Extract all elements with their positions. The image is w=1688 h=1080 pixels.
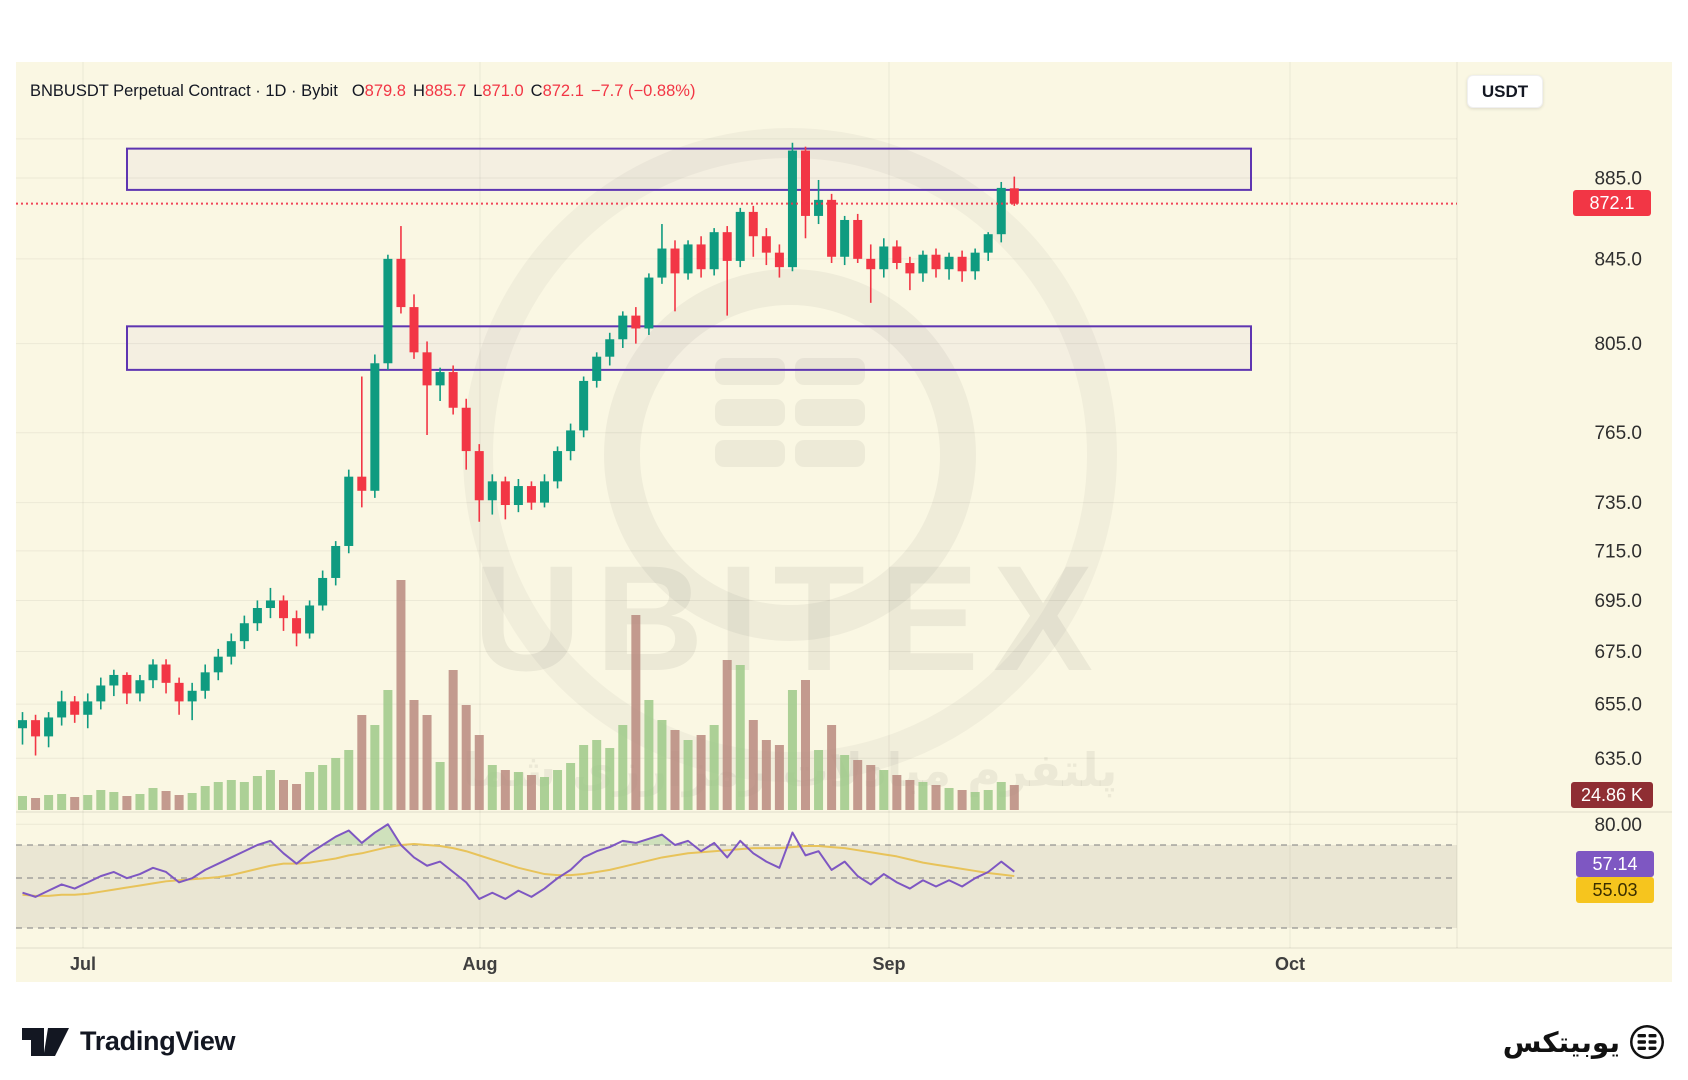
close-value: 872.1 [542,81,584,100]
rsi-axis-tick: 80.00 [1594,815,1642,836]
svg-text:675.0: 675.0 [1594,642,1642,663]
rsi-line [22,823,1015,900]
open-label: O [351,81,365,100]
svg-text:655.0: 655.0 [1594,695,1642,716]
close-label: C [530,81,543,100]
chart-background [16,62,1672,982]
high-value: 885.7 [424,81,467,100]
time-axis[interactable]: Jul Aug Sep Oct [70,954,1305,974]
rsi-ma-value-badge: 55.03 [1576,877,1654,903]
last-price-badge: 872.1 [1573,190,1651,216]
rsi-band [16,845,1457,928]
zone-rect [126,147,1252,191]
high-label: H [412,81,425,100]
candles-layer [18,142,1019,756]
tradingview-icon [22,1028,69,1056]
change-value: −7.7 (−0.88%) [590,81,696,100]
month-label: Aug [463,954,498,974]
svg-text:735.0: 735.0 [1594,493,1642,514]
low-label: L [473,81,483,100]
svg-text:715.0: 715.0 [1594,541,1642,562]
ubitex-logo-icon [1630,1025,1664,1059]
svg-text:UBITEX: UBITEX [473,534,1107,702]
ubitex-brand-label: یوبیتکس [1502,1025,1620,1059]
currency-button[interactable]: USDT [1467,75,1543,108]
svg-text:765.0: 765.0 [1594,423,1642,444]
volume-badge: 24.86 K [1571,782,1653,808]
svg-text:885.0: 885.0 [1594,169,1642,190]
svg-text:695.0: 695.0 [1594,591,1642,612]
low-value: 871.0 [482,81,524,100]
tradingview-attribution[interactable]: TradingView [20,1018,236,1064]
month-label: Jul [70,954,96,974]
price-axis[interactable]: 885.0 845.0 805.0 765.0 735.0 715.0 695.0 675.0… [1594,169,1642,836]
zone-rect [126,325,1252,371]
month-label: Sep [872,954,905,974]
symbol-legend[interactable]: BNBUSDT Perpetual Contract · 1D · Bybit … [30,80,695,102]
ubitex-brand[interactable]: یوبیتکس [1503,1022,1666,1062]
svg-text:845.0: 845.0 [1594,249,1642,270]
tradingview-label: TradingView [80,1025,236,1056]
open-value: 879.8 [364,81,406,100]
svg-text:635.0: 635.0 [1594,749,1642,770]
month-label: Oct [1275,954,1305,974]
symbol-title: BNBUSDT Perpetual Contract · 1D · Bybit [30,81,338,100]
volume-layer [18,580,1019,810]
svg-text:805.0: 805.0 [1594,334,1642,355]
supply-demand-zones[interactable] [126,147,1252,371]
rsi-value-badge: 57.14 [1576,851,1654,877]
